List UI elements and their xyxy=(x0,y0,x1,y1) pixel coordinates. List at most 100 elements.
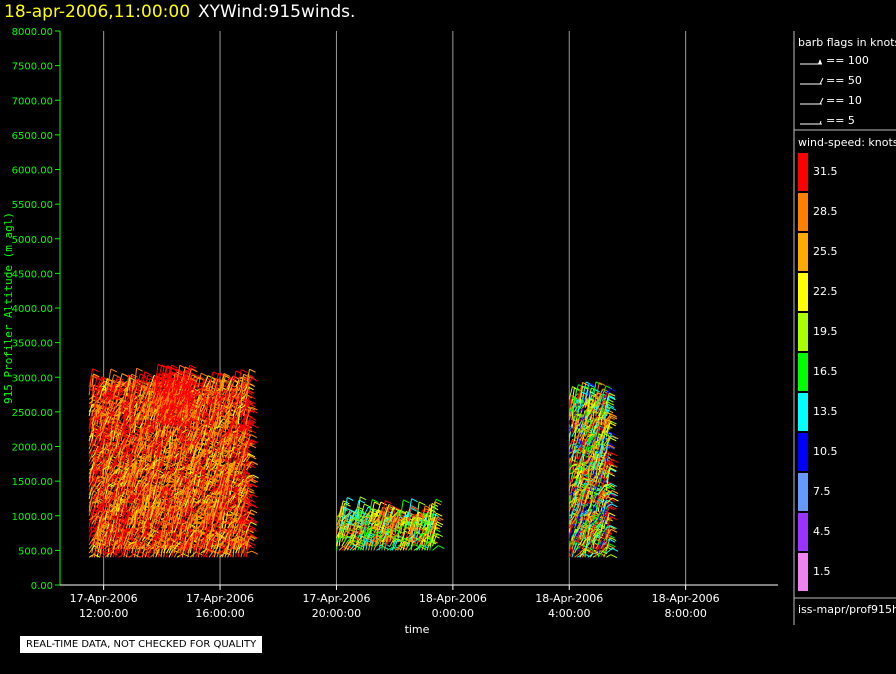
wind-barb-flag xyxy=(136,367,143,372)
wind-barb xyxy=(112,497,119,504)
wind-barb xyxy=(136,398,143,404)
wind-barb xyxy=(107,541,114,550)
wind-barb xyxy=(123,464,129,475)
wind-barb xyxy=(109,478,114,496)
wind-barb xyxy=(91,406,96,417)
wind-barb xyxy=(149,449,154,466)
wind-barb-flag xyxy=(91,374,98,379)
wind-barb xyxy=(136,373,141,388)
wind-barb xyxy=(147,529,154,541)
wind-barb xyxy=(152,502,157,512)
wind-barb xyxy=(131,544,135,558)
wind-barb xyxy=(149,530,156,537)
wind-barb xyxy=(168,442,172,458)
wind-barb xyxy=(144,480,151,487)
wind-barb-flag xyxy=(143,554,151,559)
wind-barb xyxy=(133,482,139,496)
wind-barb xyxy=(93,543,98,558)
wind-barb xyxy=(123,412,129,417)
wind-barb xyxy=(176,457,182,467)
wind-barb-flag xyxy=(113,374,121,379)
wind-barb xyxy=(155,507,160,516)
wind-barb xyxy=(131,398,136,408)
wind-barb xyxy=(149,418,155,429)
wind-barb xyxy=(139,388,146,404)
wind-barb xyxy=(173,488,180,504)
wind-barb xyxy=(107,496,113,504)
wind-barb xyxy=(107,539,111,558)
wind-barb xyxy=(155,501,162,508)
wind-barb xyxy=(139,456,145,463)
wind-barb xyxy=(144,471,151,475)
wind-barb xyxy=(149,494,154,512)
wind-barb xyxy=(131,478,135,496)
wind-barb xyxy=(133,515,138,533)
wind-barb xyxy=(117,373,123,388)
wind-barb xyxy=(115,431,121,438)
wind-barb xyxy=(128,381,136,388)
wind-barb xyxy=(139,540,145,546)
wind-barb xyxy=(155,448,160,458)
wind-barb xyxy=(102,465,109,471)
wind-barb xyxy=(163,530,168,550)
wind-barb xyxy=(139,460,144,471)
wind-barb xyxy=(88,399,95,404)
wind-barb-flag xyxy=(249,444,257,449)
wind-barb-flag xyxy=(176,368,183,373)
wind-barb xyxy=(109,380,114,392)
wind-barb xyxy=(139,505,146,516)
wind-barb xyxy=(88,403,94,413)
wind-barb xyxy=(139,488,144,504)
wind-barb xyxy=(131,507,137,512)
wind-barb xyxy=(152,463,157,483)
wind-barb xyxy=(96,442,104,450)
wind-barb xyxy=(160,479,167,492)
wind-barb xyxy=(136,436,143,446)
wind-barb xyxy=(152,509,157,525)
wind-barb xyxy=(107,529,113,541)
wind-barb xyxy=(102,509,108,517)
wind-barb-flag xyxy=(110,452,117,457)
wind-barb xyxy=(147,464,152,475)
wind-barb xyxy=(133,428,140,438)
wind-barb xyxy=(131,522,136,541)
wind-barb xyxy=(171,505,177,521)
wind-barb xyxy=(176,467,182,471)
wind-barb xyxy=(141,520,146,533)
wind-barb xyxy=(155,434,159,446)
wind-barb xyxy=(147,390,151,408)
wind-barb xyxy=(128,515,134,529)
wind-barb xyxy=(93,438,100,450)
wind-barb xyxy=(123,430,127,446)
wind-barb xyxy=(109,421,114,437)
wind-barb-flag xyxy=(121,373,129,377)
wind-barb xyxy=(176,439,181,454)
wind-barb xyxy=(168,549,174,558)
wind-barb xyxy=(173,522,179,533)
wind-barb-flag xyxy=(131,436,138,440)
wind-barbs xyxy=(88,363,619,559)
wind-barb xyxy=(101,416,109,429)
wind-barb xyxy=(93,378,98,392)
wind-barb xyxy=(147,470,153,479)
wind-barb xyxy=(123,402,129,409)
wind-barb xyxy=(173,479,178,491)
wind-barb xyxy=(125,509,133,521)
wind-barb xyxy=(104,473,109,491)
wind-barb xyxy=(179,537,185,542)
wind-barb xyxy=(163,443,169,450)
wind-barb xyxy=(179,472,186,479)
wind-barb xyxy=(96,376,103,388)
wind-barb xyxy=(102,396,109,404)
wind-barb xyxy=(125,377,131,396)
wind-barb xyxy=(115,543,122,550)
wind-barb xyxy=(141,530,146,545)
wind-barb xyxy=(144,487,150,496)
wind-barb xyxy=(152,522,158,529)
wind-barb xyxy=(96,452,104,458)
wind-barb xyxy=(144,425,150,429)
wind-barb xyxy=(163,492,168,512)
wind-barb xyxy=(104,427,111,434)
wind-barb xyxy=(168,481,176,488)
